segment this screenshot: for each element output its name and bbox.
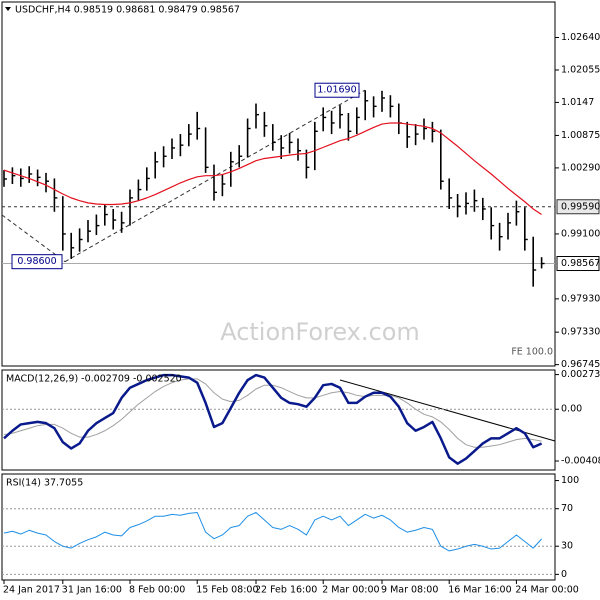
y-tick-label: 0.97330: [561, 327, 600, 338]
y-tick-label: 1.0147: [561, 97, 594, 108]
y-tick-label: -0.004088: [561, 455, 600, 466]
last-price-label: 0.98567: [561, 258, 600, 269]
fib-line: [1, 214, 66, 263]
chart-title: USDCHF,H4 0.98519 0.98681 0.98479 0.9856…: [15, 5, 240, 16]
y-tick-label: 1.02055: [561, 64, 600, 75]
y-tick-label: 1.00875: [561, 130, 600, 141]
x-tick-label: 8 Feb 00:00: [129, 585, 185, 596]
x-tick-label: 16 Mar 16:00: [448, 585, 511, 596]
y-tick-label: 0: [561, 569, 567, 580]
x-tick-label: 2 Mar 00:00: [322, 585, 379, 596]
price-box: [556, 256, 600, 272]
x-tick-label: 31 Jan 16:00: [62, 585, 122, 596]
level-box: [556, 199, 600, 215]
x-tick-label: 9 Mar 08:00: [381, 585, 438, 596]
x-tick-label: 22 Feb 16:00: [255, 585, 317, 596]
y-tick-label: 100: [561, 475, 579, 486]
y-tick-label: 30: [561, 541, 573, 552]
price-panel: [1, 1, 556, 367]
y-tick-label: 0.00: [561, 404, 582, 415]
y-tick-label: 0.99100: [561, 228, 600, 239]
swing-low-label: 0.98600: [17, 256, 56, 267]
x-tick-label: 15 Feb 08:00: [196, 585, 258, 596]
fib-line: [64, 89, 366, 263]
moving-average: [3, 122, 542, 216]
x-tick-label: 24 Jan 2017: [3, 585, 60, 596]
panel-title: RSI(14) 37.7055: [6, 478, 83, 489]
y-tick-label: 0.96745: [561, 359, 600, 370]
macd-panel: [1, 369, 556, 471]
indicator-line: [3, 378, 542, 448]
y-tick-label: 1.00290: [561, 162, 600, 173]
panel-title: MACD(12,26,9) -0.002709 -0.002520: [6, 374, 182, 385]
indicator-line: [3, 511, 542, 552]
y-tick-label: 0.002738: [561, 369, 600, 380]
fe-label: FE 100.0: [511, 347, 553, 358]
label-box: [314, 82, 360, 98]
level-label: 0.99590: [561, 201, 600, 212]
swing-high-label: 1.01690: [317, 85, 356, 96]
y-tick-label: 1.02640: [561, 32, 600, 43]
label-box: [11, 254, 63, 270]
rsi-panel: [1, 473, 556, 581]
y-tick-label: 0.97930: [561, 293, 600, 304]
x-tick-label: 24 Mar 00:00: [515, 585, 578, 596]
watermark: ActionForex.com: [220, 318, 420, 346]
menu-arrow: [5, 7, 11, 11]
y-tick-label: 70: [561, 503, 573, 514]
indicator-line: [3, 373, 543, 465]
